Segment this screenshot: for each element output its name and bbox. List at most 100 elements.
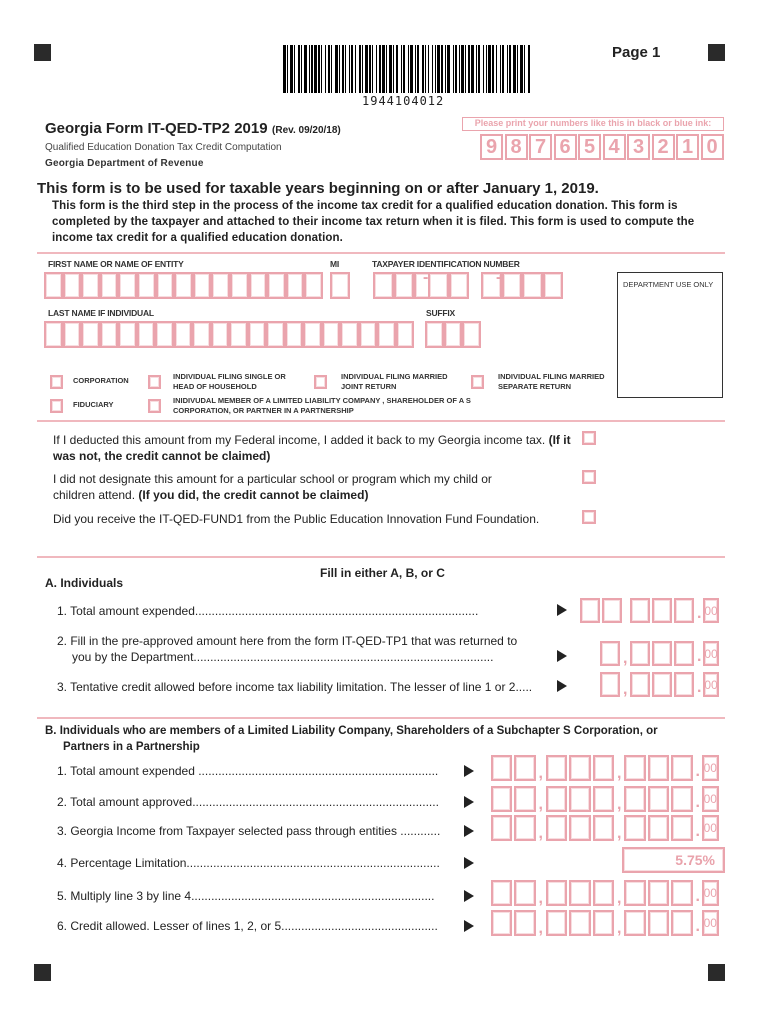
question-2-checkbox[interactable]: [582, 470, 596, 484]
first-name-box[interactable]: [230, 272, 249, 299]
b-line-2-digit-box[interactable]: [569, 786, 591, 812]
b-line-3-digit-box[interactable]: [514, 815, 536, 841]
b-line-3-digit-box[interactable]: [592, 815, 614, 841]
a-line-3-digit-box[interactable]: [600, 672, 620, 697]
b-line-3-digit-box[interactable]: [647, 815, 669, 841]
b-line-5-digit-box[interactable]: [490, 880, 512, 906]
a-line-1-digit-box[interactable]: [674, 598, 694, 623]
b-line-5-digit-box[interactable]: [624, 880, 646, 906]
b-line-2-digit-box[interactable]: [490, 786, 512, 812]
b-line-5-digit-box[interactable]: [592, 880, 614, 906]
b-line-3-digit-box[interactable]: [490, 815, 512, 841]
b-line-5-digit-box[interactable]: [647, 880, 669, 906]
b-line-1-digit-box[interactable]: [569, 755, 591, 781]
first-name-box[interactable]: [44, 272, 63, 299]
a-line-2-digit-box[interactable]: [600, 641, 620, 666]
last-name-box[interactable]: [395, 321, 414, 348]
tin-box[interactable]: [428, 272, 449, 299]
first-name-box[interactable]: [211, 272, 230, 299]
suffix-box[interactable]: [425, 321, 444, 348]
filing-type-checkbox[interactable]: [314, 375, 327, 389]
tin-box[interactable]: [501, 272, 522, 299]
filing-type-checkbox[interactable]: [50, 399, 63, 413]
a-line-1-digit-box[interactable]: [652, 598, 672, 623]
question-1-checkbox[interactable]: [582, 431, 596, 445]
last-name-box[interactable]: [192, 321, 211, 348]
a-line-3-digit-box[interactable]: [652, 672, 672, 697]
last-name-box[interactable]: [81, 321, 100, 348]
b-line-6-digit-box[interactable]: [592, 910, 614, 936]
question-3-checkbox[interactable]: [582, 510, 596, 524]
b-line-6-digit-box[interactable]: [647, 910, 669, 936]
last-name-box[interactable]: [44, 321, 63, 348]
first-name-box[interactable]: [155, 272, 175, 299]
b-line-6-digit-box[interactable]: [624, 910, 646, 936]
tin-box[interactable]: [448, 272, 469, 299]
b-line-6-digit-box[interactable]: [545, 910, 567, 936]
b-line-3-digit-box[interactable]: [624, 815, 646, 841]
last-name-box[interactable]: [340, 321, 359, 348]
mi-box[interactable]: [330, 272, 350, 299]
b-line-3-digit-box[interactable]: [569, 815, 591, 841]
last-name-box[interactable]: [321, 321, 340, 348]
last-name-box[interactable]: [136, 321, 155, 348]
last-name-box[interactable]: [118, 321, 137, 348]
b-line-1-digit-box[interactable]: [592, 755, 614, 781]
first-name-box[interactable]: [267, 272, 286, 299]
a-line-3-digit-box[interactable]: [674, 672, 694, 697]
a-line-2-digit-box[interactable]: [674, 641, 694, 666]
last-name-box[interactable]: [62, 321, 81, 348]
b-line-3-digit-box[interactable]: [671, 815, 693, 841]
a-line-2-digit-box[interactable]: [652, 641, 672, 666]
b-line-1-digit-box[interactable]: [624, 755, 646, 781]
tin-box[interactable]: [373, 272, 394, 299]
first-name-box[interactable]: [81, 272, 100, 299]
last-name-box[interactable]: [266, 321, 285, 348]
a-line-3-digit-box[interactable]: [630, 672, 650, 697]
filing-type-checkbox[interactable]: [148, 399, 161, 413]
last-name-box[interactable]: [303, 321, 322, 348]
first-name-box[interactable]: [99, 272, 119, 299]
b-line-6-digit-box[interactable]: [671, 910, 693, 936]
b-line-3-digit-box[interactable]: [545, 815, 567, 841]
b-line-1-digit-box[interactable]: [671, 755, 693, 781]
last-name-box[interactable]: [377, 321, 396, 348]
last-name-box[interactable]: [358, 321, 377, 348]
b-line-1-digit-box[interactable]: [490, 755, 512, 781]
first-name-box[interactable]: [285, 272, 305, 299]
a-line-1-digit-box[interactable]: [580, 598, 600, 623]
b-line-1-digit-box[interactable]: [514, 755, 536, 781]
last-name-box[interactable]: [99, 321, 118, 348]
b-line-6-digit-box[interactable]: [514, 910, 536, 936]
first-name-box[interactable]: [174, 272, 193, 299]
a-line-1-digit-box[interactable]: [630, 598, 650, 623]
tin-box[interactable]: [522, 272, 543, 299]
first-name-box[interactable]: [118, 272, 137, 299]
filing-type-checkbox[interactable]: [471, 375, 484, 389]
first-name-box[interactable]: [192, 272, 212, 299]
tin-box[interactable]: [542, 272, 563, 299]
b-line-1-digit-box[interactable]: [545, 755, 567, 781]
filing-type-checkbox[interactable]: [148, 375, 161, 389]
filing-type-checkbox[interactable]: [50, 375, 63, 389]
last-name-box[interactable]: [229, 321, 248, 348]
b-line-2-digit-box[interactable]: [592, 786, 614, 812]
b-line-5-digit-box[interactable]: [671, 880, 693, 906]
a-line-1-digit-box[interactable]: [602, 598, 622, 623]
b-line-5-digit-box[interactable]: [569, 880, 591, 906]
first-name-box[interactable]: [248, 272, 268, 299]
b-line-6-digit-box[interactable]: [569, 910, 591, 936]
b-line-2-digit-box[interactable]: [624, 786, 646, 812]
tin-box[interactable]: [393, 272, 414, 299]
last-name-box[interactable]: [173, 321, 192, 348]
first-name-box[interactable]: [137, 272, 156, 299]
first-name-box[interactable]: [62, 272, 82, 299]
a-line-2-digit-box[interactable]: [630, 641, 650, 666]
b-line-2-digit-box[interactable]: [514, 786, 536, 812]
last-name-box[interactable]: [284, 321, 303, 348]
last-name-box[interactable]: [247, 321, 266, 348]
b-line-5-digit-box[interactable]: [545, 880, 567, 906]
suffix-box[interactable]: [443, 321, 462, 348]
b-line-6-digit-box[interactable]: [490, 910, 512, 936]
last-name-box[interactable]: [210, 321, 229, 348]
